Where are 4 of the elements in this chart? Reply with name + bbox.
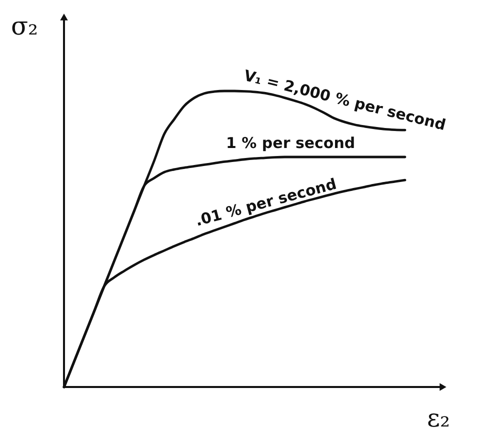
y-axis-title: σ₂: [10, 12, 38, 40]
x-axis-title: ε₂: [427, 404, 450, 432]
series-label: 1 % per second: [226, 134, 356, 152]
text: V₁ = 2,000 % per second: [242, 66, 448, 134]
